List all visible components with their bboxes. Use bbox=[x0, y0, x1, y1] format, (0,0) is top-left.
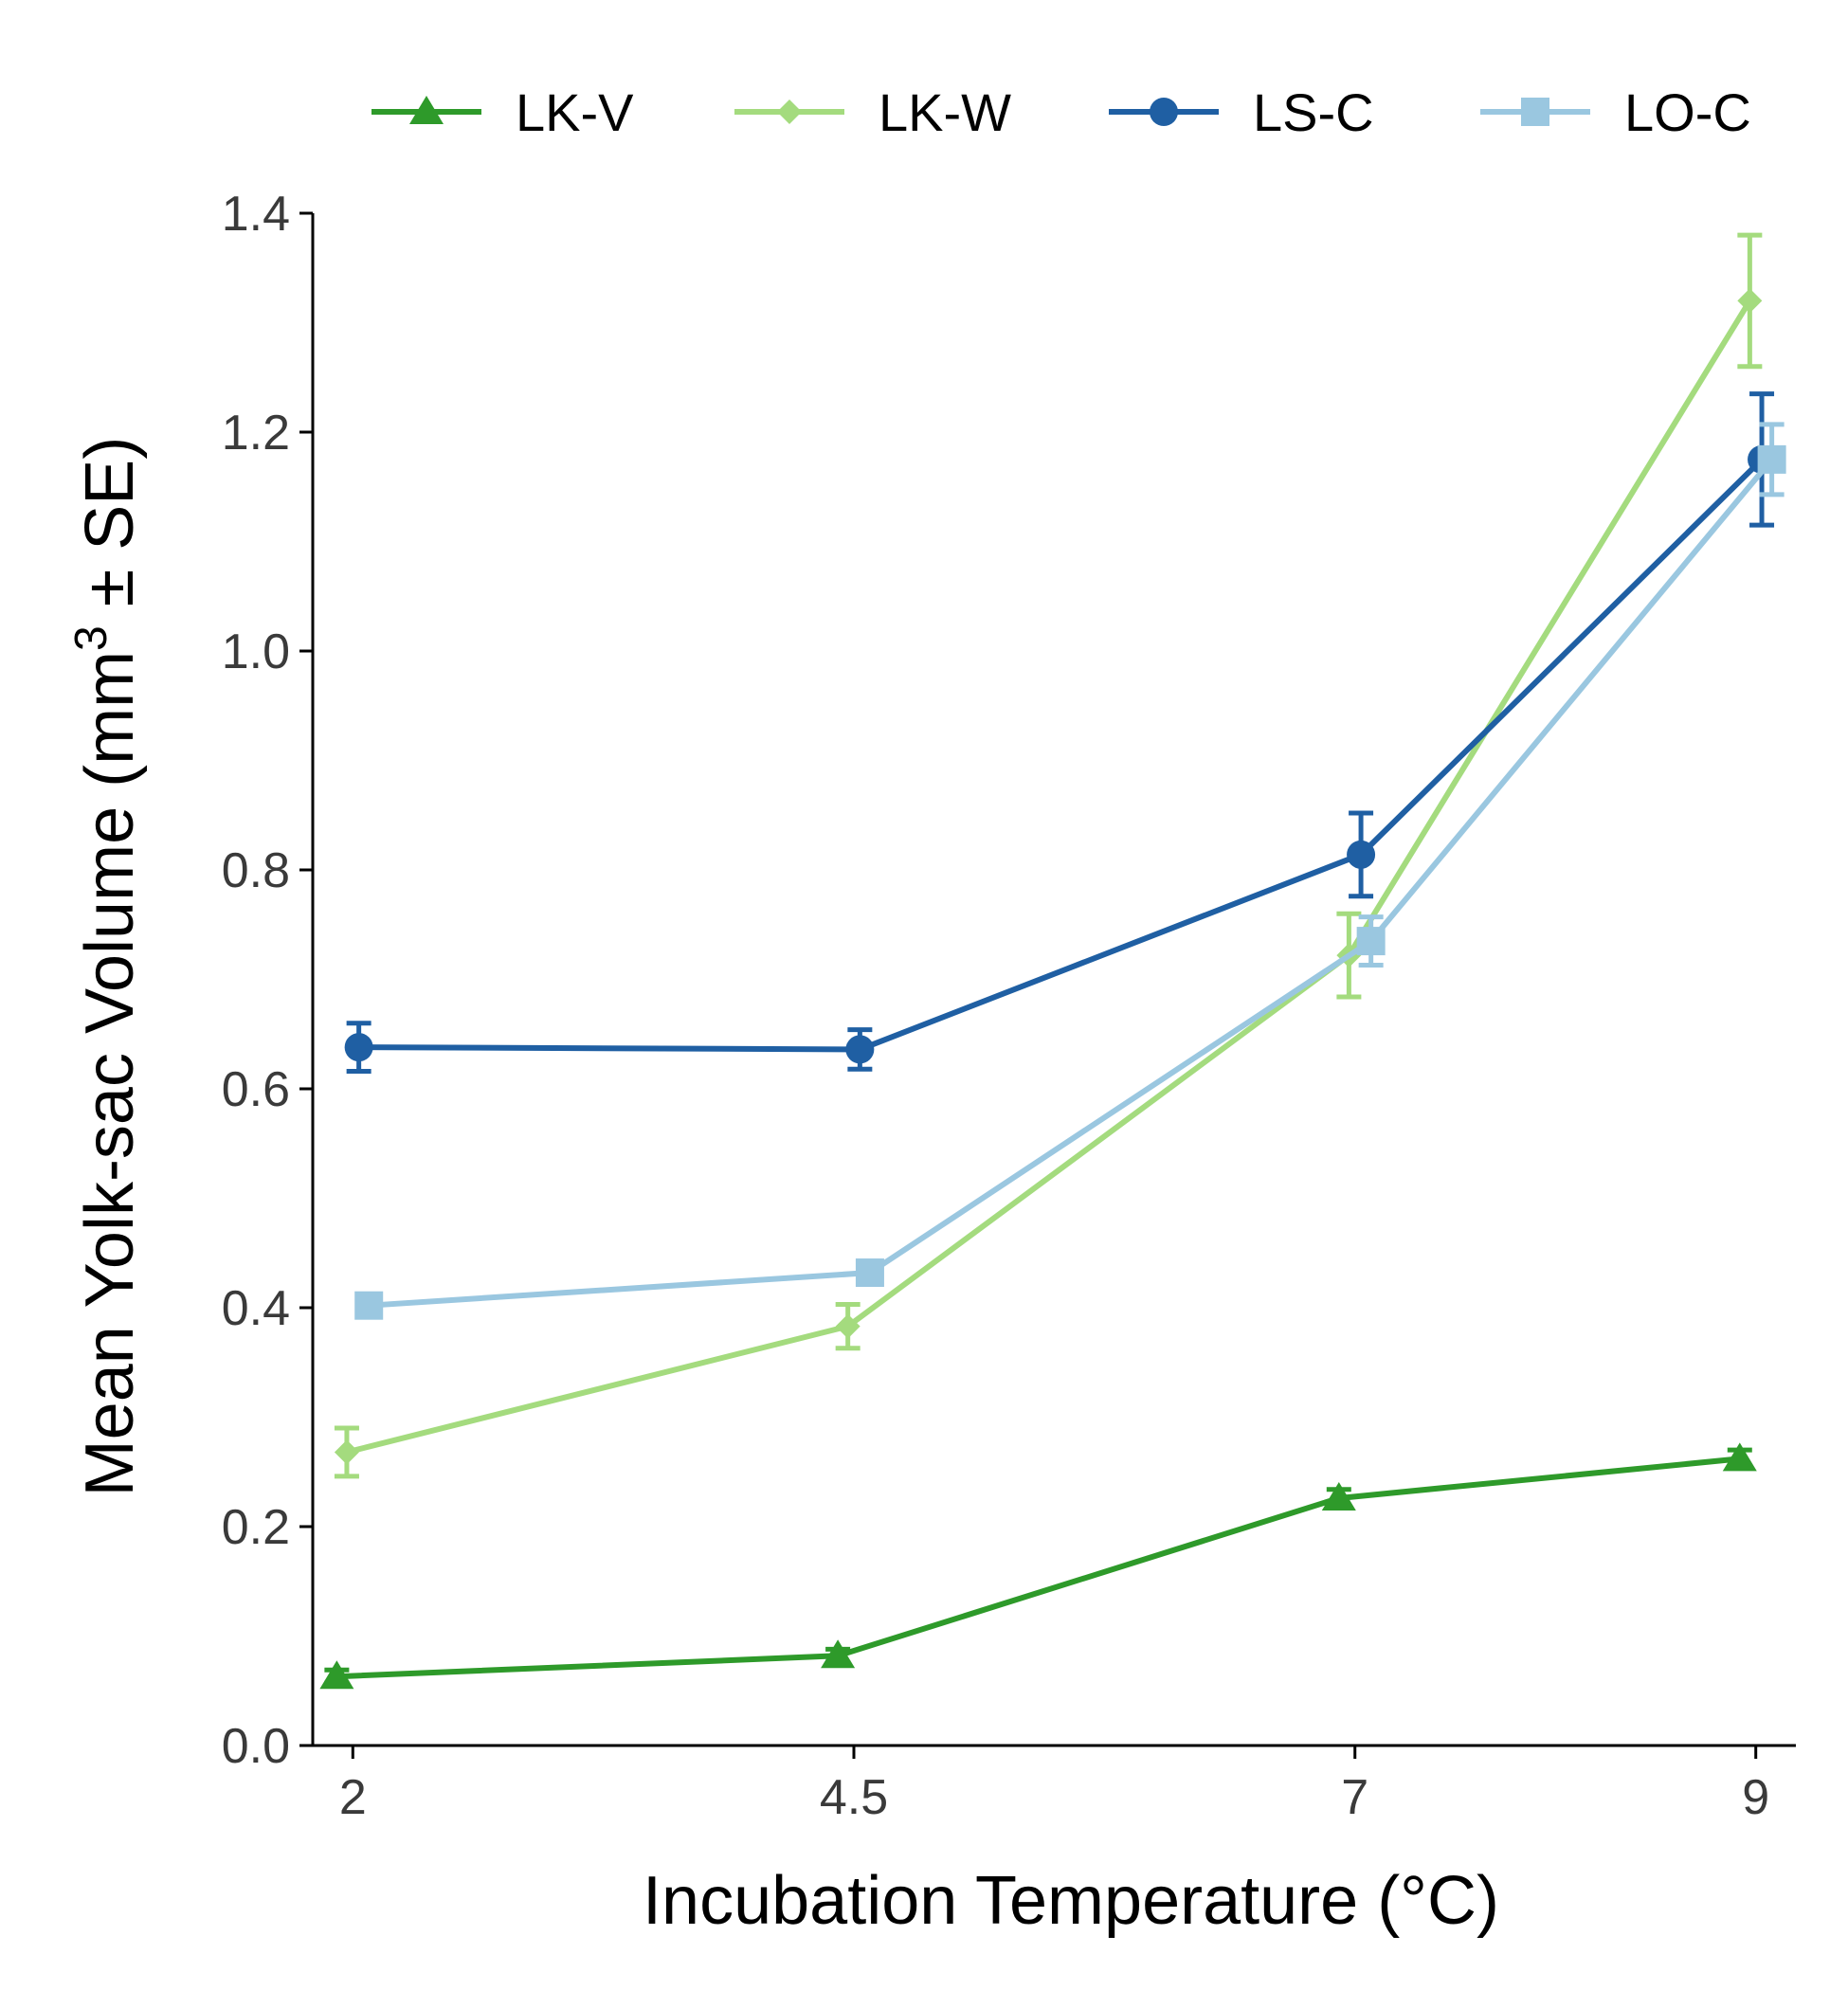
y-tick-label: 0.8 bbox=[222, 843, 290, 898]
data-point-ls-c bbox=[344, 1033, 373, 1062]
legend-marker-lk-w bbox=[777, 100, 802, 124]
data-point-lk-v bbox=[821, 1639, 856, 1669]
legend-item-lk-v: LK-V bbox=[371, 82, 634, 142]
data-point-lo-c bbox=[354, 1291, 384, 1320]
series-ls-c bbox=[344, 391, 1777, 1075]
y-tick-label: 1.2 bbox=[222, 406, 290, 461]
y-axis-title-prefix: Mean Yolk-sac Volume (mm bbox=[72, 651, 148, 1496]
data-point-ls-c bbox=[1347, 840, 1376, 869]
series-lk-w bbox=[334, 232, 1763, 1479]
x-tick-label: 7 bbox=[1341, 1770, 1368, 1825]
y-tick-label: 0.2 bbox=[222, 1500, 290, 1555]
legend-item-lo-c: LO-C bbox=[1480, 82, 1751, 142]
data-point-lo-c bbox=[1757, 444, 1786, 474]
data-point-lo-c bbox=[855, 1258, 884, 1288]
series-line-ls-c bbox=[358, 457, 1765, 1053]
data-point-lk-v bbox=[319, 1660, 354, 1690]
data-point-lo-c bbox=[1356, 927, 1386, 956]
x-tick-label: 9 bbox=[1742, 1770, 1769, 1825]
y-tick-label: 0.6 bbox=[222, 1062, 290, 1117]
y-axis: 0.0 0.2 0.4 0.6 0.8 1.0 1.2 1.4 bbox=[222, 187, 315, 1774]
data-point-lk-w bbox=[334, 1439, 359, 1465]
y-tick-label: 0.0 bbox=[222, 1719, 290, 1774]
series-lo-c bbox=[354, 422, 1786, 1320]
legend-item-lk-w: LK-W bbox=[734, 82, 1011, 142]
x-axis: 2 4.5 7 9 bbox=[313, 1744, 1796, 1825]
series-line-lo-c bbox=[369, 457, 1774, 1309]
legend-label-lo-c: LO-C bbox=[1624, 82, 1751, 142]
legend-item-ls-c: LS-C bbox=[1109, 82, 1374, 142]
y-tick-label: 1.0 bbox=[222, 624, 290, 679]
data-point-ls-c bbox=[845, 1035, 875, 1064]
x-tick-label: 4.5 bbox=[820, 1770, 888, 1825]
y-axis-title: Mean Yolk-sac Volume (mm3 ± SE) bbox=[66, 437, 148, 1497]
data-point-lk-w bbox=[835, 1313, 861, 1339]
plot-area bbox=[319, 232, 1786, 1690]
data-point-lk-v bbox=[1321, 1481, 1356, 1511]
legend-marker-ls-c bbox=[1150, 98, 1178, 126]
legend-marker-lo-c bbox=[1521, 98, 1549, 126]
y-tick-label: 1.4 bbox=[222, 187, 290, 242]
series-line-lk-v bbox=[336, 1456, 1741, 1680]
y-axis-title-suffix: ± SE) bbox=[72, 437, 148, 626]
y-tick-label: 0.4 bbox=[222, 1281, 290, 1336]
data-point-lk-v bbox=[1722, 1442, 1757, 1472]
x-axis-title: Incubation Temperature (°C) bbox=[643, 1863, 1499, 1939]
data-point-lk-w bbox=[1737, 288, 1763, 314]
legend: LK-V LK-W LS-C LO-C bbox=[371, 82, 1751, 142]
legend-label-lk-w: LK-W bbox=[879, 82, 1011, 142]
legend-label-ls-c: LS-C bbox=[1253, 82, 1374, 142]
y-axis-title-superscript: 3 bbox=[66, 625, 117, 651]
legend-marker-lk-v bbox=[409, 96, 444, 124]
legend-label-lk-v: LK-V bbox=[516, 82, 634, 142]
series-line-lk-w bbox=[346, 298, 1752, 1456]
series-lk-v bbox=[319, 1442, 1757, 1690]
x-tick-label: 2 bbox=[339, 1770, 367, 1825]
